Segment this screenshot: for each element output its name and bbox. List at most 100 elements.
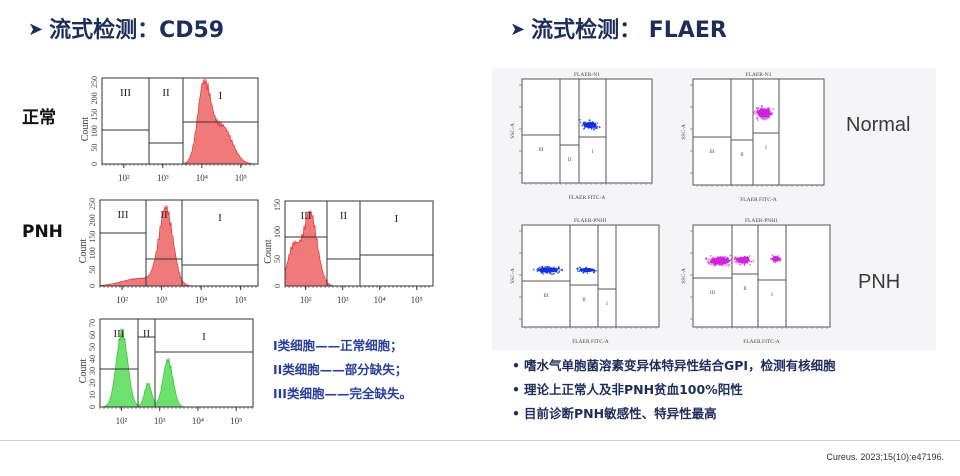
y-axis-label: Count bbox=[263, 239, 274, 264]
gate-label: II bbox=[160, 209, 168, 221]
event-dot bbox=[596, 122, 599, 124]
event-dot bbox=[766, 116, 769, 119]
event-dot bbox=[760, 117, 762, 119]
event-dot bbox=[773, 260, 775, 263]
x-tick-label: 10⁵ bbox=[235, 173, 247, 183]
x-tick-label: 10⁵ bbox=[411, 295, 423, 305]
event-dot bbox=[595, 269, 597, 272]
legend-type-iii: III类细胞——完全缺失。 bbox=[273, 386, 412, 401]
event-dot bbox=[540, 272, 543, 274]
event-dot bbox=[733, 258, 736, 261]
x-tick-label: 10⁴ bbox=[196, 173, 208, 183]
gate-label: II bbox=[340, 210, 348, 222]
gate-label: III bbox=[710, 291, 715, 296]
y-tick-label: 100 bbox=[90, 125, 99, 137]
y-tick-label: 20 bbox=[88, 379, 97, 387]
cd59-title: ➤ 流式检测：CD59 bbox=[28, 12, 224, 44]
legend-type-ii: II类细胞——部分缺失； bbox=[273, 362, 408, 377]
gate-label: I bbox=[771, 293, 773, 298]
x-tick-label: 10⁴ bbox=[374, 295, 386, 305]
bullet-1: • 嗜水气单胞菌溶素变异体特异性结合GPI，检测有核细胞 bbox=[512, 358, 836, 373]
event-dot bbox=[712, 256, 715, 259]
event-dot bbox=[760, 107, 763, 110]
event-dot bbox=[577, 270, 579, 272]
plot-frame bbox=[101, 77, 259, 165]
event-dot bbox=[542, 273, 545, 275]
flaer-title-text: 流式检测： FLAER bbox=[531, 18, 727, 43]
event-dot bbox=[769, 257, 772, 260]
x-tick-label: 10⁴ bbox=[192, 416, 204, 426]
gate-label: II bbox=[740, 153, 744, 158]
y-tick-label: 30 bbox=[88, 367, 97, 375]
event-dot bbox=[771, 254, 774, 257]
y-axis-label: SSC-A bbox=[510, 268, 516, 284]
plot-frame bbox=[99, 318, 254, 408]
event-dot bbox=[764, 119, 766, 121]
cluster-core bbox=[757, 108, 771, 118]
x-tick-label: 10³ bbox=[156, 295, 168, 305]
event-dot bbox=[709, 255, 712, 257]
y-tick-label: 200 bbox=[88, 214, 97, 226]
plot-title: FLAER-PNH1 bbox=[574, 218, 607, 224]
y-tick-label: 50 bbox=[88, 343, 97, 351]
row-label-pnh: PNH bbox=[22, 222, 63, 242]
event-dot bbox=[734, 256, 737, 259]
event-dot bbox=[579, 121, 582, 124]
event-dot bbox=[777, 255, 780, 257]
gate-label: III bbox=[539, 148, 544, 153]
event-dot bbox=[707, 260, 709, 263]
y-tick-label: 0 bbox=[90, 162, 99, 166]
event-dot bbox=[725, 264, 728, 266]
y-tick-label: 200 bbox=[90, 92, 99, 104]
event-dot bbox=[548, 265, 550, 268]
event-dot bbox=[545, 272, 547, 274]
event-dot bbox=[712, 263, 715, 266]
cd59-title-text: 流式检测：CD59 bbox=[49, 18, 225, 43]
event-dot bbox=[736, 261, 738, 264]
x-tick-label: 10³ bbox=[154, 416, 166, 426]
event-dot bbox=[558, 270, 561, 273]
cell-cluster bbox=[532, 265, 563, 276]
event-dot bbox=[779, 260, 781, 262]
event-dot bbox=[544, 266, 546, 268]
event-dot bbox=[550, 273, 553, 276]
y-tick-label: 40 bbox=[88, 355, 97, 363]
plot-frame bbox=[692, 224, 831, 328]
event-dot bbox=[743, 264, 746, 267]
y-tick-label: 150 bbox=[90, 109, 99, 121]
y-axis-label: Count bbox=[78, 239, 89, 264]
cell-cluster bbox=[576, 266, 597, 275]
bullet-text: 目前诊断PNH敏感性、特异性最高 bbox=[524, 406, 717, 421]
flaer-title: ➤ 流式检测： FLAER bbox=[510, 12, 727, 44]
y-tick-label: 50 bbox=[88, 266, 97, 274]
event-dot bbox=[739, 263, 741, 266]
event-dot bbox=[771, 113, 773, 116]
event-dot bbox=[727, 265, 729, 267]
citation: Cureus. 2023;15(10):e47196. bbox=[826, 452, 944, 462]
gate-label: I bbox=[202, 331, 206, 343]
y-tick-label: 0 bbox=[273, 284, 282, 288]
gate-label: I bbox=[606, 302, 608, 307]
event-dot bbox=[559, 269, 561, 271]
event-dot bbox=[576, 268, 578, 270]
cluster-core bbox=[736, 257, 750, 263]
plot-frame bbox=[521, 224, 660, 328]
plot-frame bbox=[692, 78, 825, 186]
event-dot bbox=[728, 263, 731, 266]
event-dot bbox=[541, 265, 544, 268]
event-dot bbox=[772, 108, 775, 110]
y-tick-label: 150 bbox=[273, 199, 282, 211]
event-dot bbox=[741, 263, 743, 265]
event-dot bbox=[579, 119, 581, 121]
x-axis-label: FLAER FITC-A bbox=[740, 197, 777, 203]
y-tick-label: 0 bbox=[88, 405, 97, 409]
y-tick-label: 10 bbox=[88, 391, 97, 399]
event-dot bbox=[557, 268, 560, 270]
y-axis-label: Count bbox=[78, 359, 89, 384]
event-dot bbox=[715, 264, 717, 266]
event-dot bbox=[556, 272, 559, 274]
